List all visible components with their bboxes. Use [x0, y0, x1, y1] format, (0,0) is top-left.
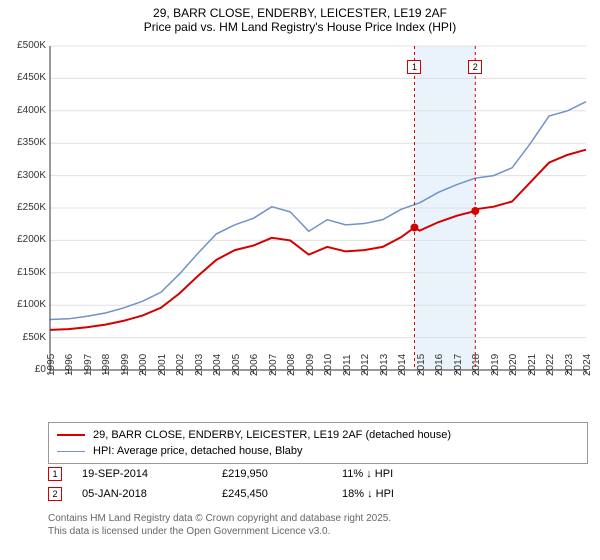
x-axis-label: 1997 — [83, 354, 94, 376]
x-axis-label: 2020 — [508, 354, 519, 376]
x-axis-label: 2018 — [471, 354, 482, 376]
x-axis-label: 2015 — [416, 354, 427, 376]
legend-swatch-hpi — [57, 451, 85, 452]
x-axis-label: 2006 — [249, 354, 260, 376]
x-axis-label: 2009 — [305, 354, 316, 376]
x-axis-label: 2013 — [379, 354, 390, 376]
y-axis-label: £200K — [2, 234, 46, 245]
y-axis-label: £450K — [2, 72, 46, 83]
x-axis-label: 2023 — [564, 354, 575, 376]
y-axis-label: £300K — [2, 170, 46, 181]
x-axis-label: 2001 — [157, 354, 168, 376]
x-axis-label: 2002 — [175, 354, 186, 376]
y-axis-label: £250K — [2, 202, 46, 213]
x-axis-label: 2005 — [231, 354, 242, 376]
x-axis-label: 2019 — [490, 354, 501, 376]
x-axis-label: 2004 — [212, 354, 223, 376]
y-axis-label: £100K — [2, 299, 46, 310]
y-axis-label: £500K — [2, 40, 46, 51]
x-axis-label: 2011 — [342, 354, 353, 376]
legend-swatch-price — [57, 434, 85, 436]
x-axis-label: 1996 — [64, 354, 75, 376]
x-axis-label: 2007 — [268, 354, 279, 376]
y-axis-label: £400K — [2, 105, 46, 116]
x-axis-label: 2003 — [194, 354, 205, 376]
x-axis-label: 2014 — [397, 354, 408, 376]
footer-line2: This data is licensed under the Open Gov… — [48, 525, 391, 538]
x-axis-label: 2012 — [360, 354, 371, 376]
marker-1-diff: 11% ↓ HPI — [342, 468, 462, 480]
x-axis-label: 1999 — [120, 354, 131, 376]
x-axis-label: 2024 — [582, 354, 593, 376]
sale-marker-table: 1 19-SEP-2014 £219,950 11% ↓ HPI 2 05-JA… — [48, 464, 588, 504]
legend: 29, BARR CLOSE, ENDERBY, LEICESTER, LE19… — [48, 422, 588, 464]
chart-title-line1: 29, BARR CLOSE, ENDERBY, LEICESTER, LE19… — [0, 0, 600, 20]
y-axis-label: £0 — [2, 364, 46, 375]
x-axis-label: 1995 — [46, 354, 57, 376]
legend-label-hpi: HPI: Average price, detached house, Blab… — [93, 445, 303, 457]
marker-1-date: 19-SEP-2014 — [82, 468, 222, 480]
y-axis-label: £350K — [2, 137, 46, 148]
x-axis-label: 2017 — [453, 354, 464, 376]
marker-2-price: £245,450 — [222, 488, 342, 500]
y-axis-label: £150K — [2, 267, 46, 278]
marker-box-2: 2 — [48, 487, 62, 501]
chart-title-line2: Price paid vs. HM Land Registry's House … — [0, 20, 600, 38]
price-chart — [48, 44, 588, 394]
x-axis-label: 2022 — [545, 354, 556, 376]
x-axis-label: 1998 — [101, 354, 112, 376]
x-axis-label: 2000 — [138, 354, 149, 376]
chart-marker-1: 1 — [407, 60, 421, 74]
marker-box-1: 1 — [48, 467, 62, 481]
legend-label-price: 29, BARR CLOSE, ENDERBY, LEICESTER, LE19… — [93, 429, 451, 441]
marker-2-date: 05-JAN-2018 — [82, 488, 222, 500]
chart-marker-2: 2 — [468, 60, 482, 74]
x-axis-label: 2008 — [286, 354, 297, 376]
footer-line1: Contains HM Land Registry data © Crown c… — [48, 512, 391, 525]
x-axis-label: 2021 — [527, 354, 538, 376]
x-axis-label: 2016 — [434, 354, 445, 376]
footer-attribution: Contains HM Land Registry data © Crown c… — [48, 512, 391, 538]
marker-2-diff: 18% ↓ HPI — [342, 488, 462, 500]
x-axis-label: 2010 — [323, 354, 334, 376]
marker-1-price: £219,950 — [222, 468, 342, 480]
y-axis-label: £50K — [2, 332, 46, 343]
